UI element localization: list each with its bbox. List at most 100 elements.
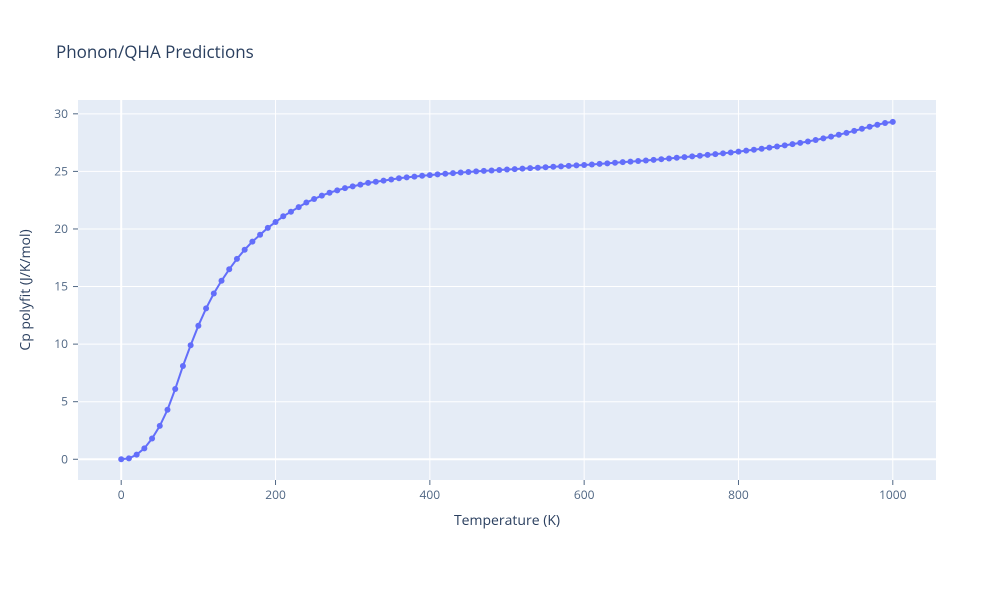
series-marker bbox=[419, 173, 425, 179]
series-marker bbox=[303, 199, 309, 205]
series-marker bbox=[249, 239, 255, 245]
chart-title: Phonon/QHA Predictions bbox=[56, 40, 254, 63]
series-marker bbox=[890, 119, 896, 125]
series-marker bbox=[604, 160, 610, 166]
series-marker bbox=[265, 225, 271, 231]
series-marker bbox=[666, 155, 672, 161]
series-marker bbox=[473, 168, 479, 174]
plot-background bbox=[78, 100, 936, 480]
series-marker bbox=[597, 161, 603, 167]
series-marker bbox=[319, 193, 325, 199]
series-marker bbox=[851, 128, 857, 134]
series-marker bbox=[658, 156, 664, 162]
series-marker bbox=[396, 175, 402, 181]
series-marker bbox=[234, 256, 240, 262]
series-marker bbox=[550, 164, 556, 170]
series-marker bbox=[388, 176, 394, 182]
series-marker bbox=[157, 423, 163, 429]
series-marker bbox=[712, 151, 718, 157]
series-marker bbox=[288, 209, 294, 215]
series-marker bbox=[180, 363, 186, 369]
series-marker bbox=[627, 159, 633, 165]
x-tick-label: 1000 bbox=[879, 486, 907, 503]
series-marker bbox=[874, 122, 880, 128]
x-tick-label: 0 bbox=[118, 486, 125, 503]
series-marker bbox=[118, 456, 124, 462]
series-marker bbox=[867, 124, 873, 130]
series-marker bbox=[635, 158, 641, 164]
series-marker bbox=[651, 157, 657, 163]
series-marker bbox=[789, 141, 795, 147]
series-marker bbox=[720, 150, 726, 156]
series-marker bbox=[404, 174, 410, 180]
series-marker bbox=[766, 145, 772, 151]
series-marker bbox=[481, 168, 487, 174]
y-tick-label: 20 bbox=[54, 220, 68, 237]
x-tick-label: 800 bbox=[728, 486, 749, 503]
y-tick-label: 30 bbox=[54, 105, 68, 122]
series-marker bbox=[427, 172, 433, 178]
series-marker bbox=[350, 183, 356, 189]
series-marker bbox=[504, 167, 510, 173]
y-tick-label: 25 bbox=[54, 162, 68, 179]
x-tick-label: 200 bbox=[265, 486, 286, 503]
series-marker bbox=[735, 149, 741, 155]
y-tick-label: 0 bbox=[61, 450, 68, 467]
series-marker bbox=[620, 159, 626, 165]
series-marker bbox=[573, 162, 579, 168]
x-axis-title: Temperature (K) bbox=[454, 511, 560, 530]
x-tick-label: 600 bbox=[574, 486, 595, 503]
series-marker bbox=[519, 166, 525, 172]
series-marker bbox=[828, 134, 834, 140]
series-marker bbox=[296, 204, 302, 210]
series-marker bbox=[327, 190, 333, 196]
series-marker bbox=[859, 126, 865, 132]
series-marker bbox=[411, 174, 417, 180]
series-marker bbox=[141, 445, 147, 451]
series-marker bbox=[697, 153, 703, 159]
y-tick-label: 15 bbox=[54, 278, 68, 295]
series-marker bbox=[813, 137, 819, 143]
series-marker bbox=[165, 407, 171, 413]
y-axis-title: Cp polyfit (J/K/mol) bbox=[16, 229, 35, 350]
series-marker bbox=[342, 185, 348, 191]
series-marker bbox=[782, 142, 788, 148]
series-marker bbox=[134, 452, 140, 458]
series-marker bbox=[743, 148, 749, 154]
series-marker bbox=[311, 196, 317, 202]
series-marker bbox=[435, 171, 441, 177]
series-marker bbox=[172, 386, 178, 392]
series-marker bbox=[496, 167, 502, 173]
series-marker bbox=[820, 135, 826, 141]
series-marker bbox=[751, 147, 757, 153]
series-marker bbox=[442, 171, 448, 177]
series-marker bbox=[381, 178, 387, 184]
series-marker bbox=[257, 232, 263, 238]
series-marker bbox=[759, 146, 765, 152]
series-marker bbox=[203, 305, 209, 311]
series-marker bbox=[280, 213, 286, 219]
series-marker bbox=[188, 342, 194, 348]
series-marker bbox=[195, 323, 201, 329]
series-marker bbox=[558, 163, 564, 169]
series-marker bbox=[543, 164, 549, 170]
series-marker bbox=[774, 144, 780, 150]
chart-plot: 02004006008001000051015202530Temperature… bbox=[0, 0, 1000, 600]
series-marker bbox=[805, 138, 811, 144]
series-marker bbox=[365, 180, 371, 186]
series-marker bbox=[689, 153, 695, 159]
series-marker bbox=[643, 157, 649, 163]
series-marker bbox=[681, 154, 687, 160]
series-marker bbox=[465, 169, 471, 175]
series-marker bbox=[211, 290, 217, 296]
series-marker bbox=[566, 163, 572, 169]
series-marker bbox=[357, 182, 363, 188]
series-marker bbox=[226, 266, 232, 272]
series-marker bbox=[450, 170, 456, 176]
series-marker bbox=[458, 170, 464, 176]
series-marker bbox=[705, 152, 711, 158]
series-marker bbox=[581, 162, 587, 168]
series-marker bbox=[489, 167, 495, 173]
series-marker bbox=[836, 132, 842, 138]
series-marker bbox=[728, 150, 734, 156]
